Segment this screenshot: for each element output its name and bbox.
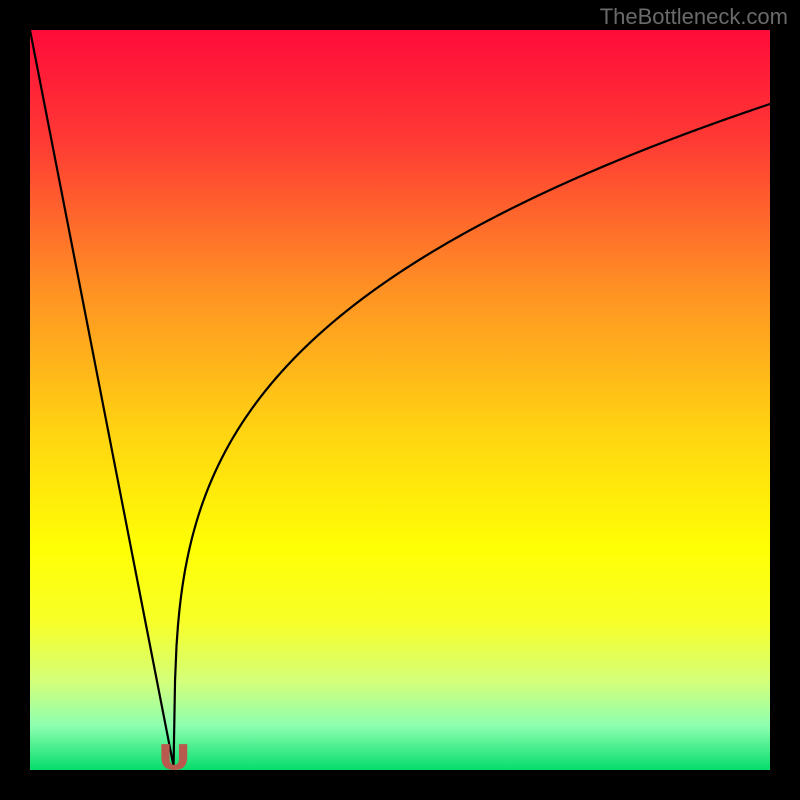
chart-container: TheBottleneck.com xyxy=(0,0,800,800)
bottleneck-plot xyxy=(0,0,800,800)
plot-background xyxy=(30,30,770,770)
watermark-text: TheBottleneck.com xyxy=(600,4,788,30)
